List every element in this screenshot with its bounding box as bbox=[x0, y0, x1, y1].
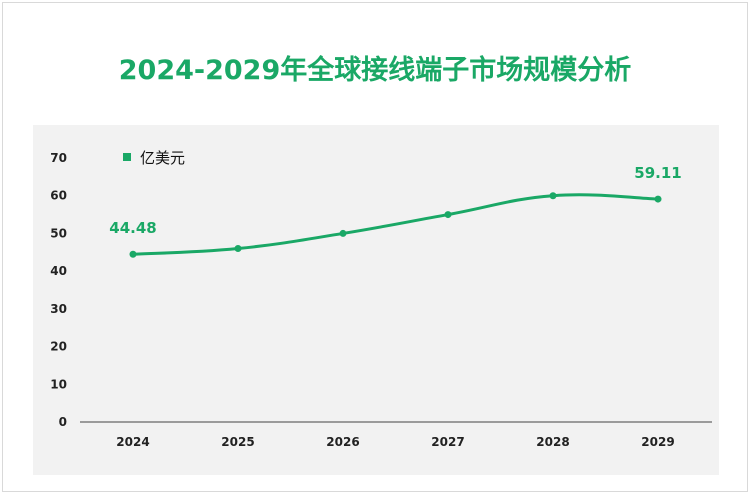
legend: 亿美元 bbox=[123, 149, 185, 167]
x-axis-ticks: 2024 2025 2026 2027 2028 2029 bbox=[116, 435, 674, 449]
data-point bbox=[654, 195, 662, 203]
x-tick-label: 2025 bbox=[221, 435, 254, 449]
plot-area-background bbox=[33, 125, 719, 475]
legend-swatch bbox=[123, 153, 131, 161]
chart-title: 2024-2029年全球接线端子市场规模分析 bbox=[118, 55, 632, 86]
data-labels: 44.48 59.11 bbox=[109, 164, 681, 237]
data-label: 44.48 bbox=[109, 219, 156, 237]
x-tick-label: 2029 bbox=[641, 435, 674, 449]
legend-label: 亿美元 bbox=[140, 149, 185, 167]
data-point bbox=[129, 250, 137, 258]
y-tick-label: 50 bbox=[50, 226, 67, 240]
x-tick-label: 2027 bbox=[431, 435, 464, 449]
x-tick-label: 2028 bbox=[536, 435, 569, 449]
data-point bbox=[234, 245, 242, 253]
data-label: 59.11 bbox=[634, 164, 681, 182]
y-axis-ticks: 0 10 20 30 40 50 60 70 bbox=[50, 151, 67, 429]
data-point bbox=[339, 229, 347, 237]
x-tick-label: 2026 bbox=[326, 435, 359, 449]
y-tick-label: 0 bbox=[59, 415, 67, 429]
y-tick-label: 30 bbox=[50, 302, 67, 316]
y-tick-label: 10 bbox=[50, 377, 67, 391]
x-tick-label: 2024 bbox=[116, 435, 149, 449]
series-line bbox=[132, 193, 659, 256]
y-tick-label: 40 bbox=[50, 264, 67, 278]
data-point bbox=[444, 211, 452, 219]
y-tick-label: 70 bbox=[50, 151, 67, 165]
data-points bbox=[129, 192, 662, 258]
y-tick-label: 20 bbox=[50, 340, 67, 354]
y-tick-label: 60 bbox=[50, 189, 67, 203]
data-point bbox=[549, 192, 557, 200]
